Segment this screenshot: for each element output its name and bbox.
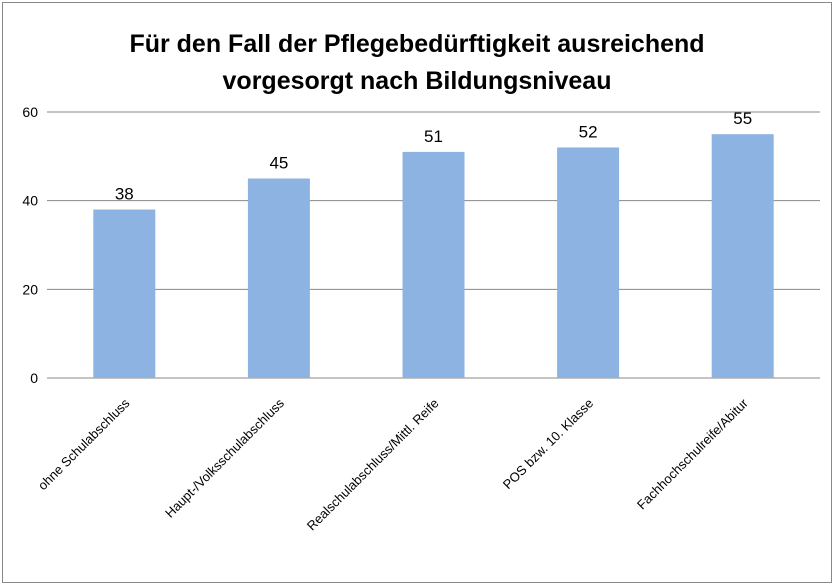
- bar: [247, 178, 310, 378]
- bar: [711, 134, 774, 378]
- data-label: 55: [733, 109, 752, 128]
- bar: [93, 209, 156, 378]
- data-label: 45: [269, 154, 288, 173]
- y-tick-label: 0: [30, 370, 38, 386]
- data-label: 51: [424, 127, 443, 146]
- y-tick-label: 60: [22, 104, 38, 120]
- chart-title: Für den Fall der Pflegebedürftigkeit aus…: [129, 30, 705, 95]
- data-label: 52: [579, 122, 598, 141]
- data-label: 38: [115, 185, 134, 204]
- bar: [402, 151, 465, 378]
- y-tick-label: 40: [22, 193, 38, 209]
- bar: [557, 147, 620, 378]
- y-tick-label: 20: [22, 281, 38, 297]
